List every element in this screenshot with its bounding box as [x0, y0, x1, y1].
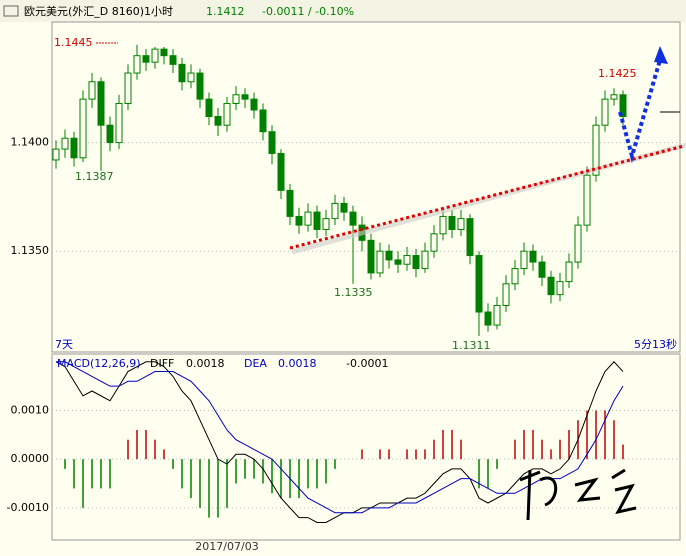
candle-body	[205, 98, 213, 118]
candle-body	[601, 98, 609, 126]
candle-body	[61, 137, 69, 150]
y-tick-label: 1.1400	[11, 136, 50, 149]
legend-diff: DIFF	[150, 357, 174, 370]
candle-body	[241, 94, 249, 100]
candle-body	[565, 261, 573, 283]
candle-body	[151, 48, 159, 63]
candle-body	[196, 72, 204, 100]
y-tick-label: 0.0000	[11, 452, 50, 465]
annotation: 1.1387	[75, 170, 114, 183]
candle-body	[232, 94, 240, 104]
header-price: 1.1412	[206, 5, 245, 18]
macd-panel	[51, 353, 681, 541]
arrow-head	[654, 46, 668, 64]
candle-body	[457, 218, 465, 230]
y-tick-label: 0.0010	[11, 403, 50, 416]
candle-body	[223, 102, 231, 126]
y-tick-label: -0.0010	[7, 501, 49, 514]
macd-title: MACD(12,26,9)	[57, 357, 141, 370]
signature	[519, 468, 637, 521]
candle-body	[124, 72, 132, 104]
candle-body	[475, 255, 483, 313]
menu-icon[interactable]	[3, 5, 19, 17]
candle-body	[160, 48, 168, 57]
header-change: -0.0011 / -0.10%	[262, 5, 354, 18]
candle-body	[511, 268, 519, 285]
candle-body	[115, 102, 123, 144]
candle-body	[547, 276, 555, 296]
candle-body	[349, 211, 357, 226]
header-bar	[0, 0, 686, 22]
candle-body	[430, 233, 438, 252]
candle-body	[520, 250, 528, 270]
candle-body	[187, 72, 195, 83]
candle-body	[70, 137, 78, 159]
candle-body	[484, 311, 492, 326]
candle-body	[439, 215, 447, 235]
trendline-shadow	[291, 142, 686, 255]
candle-body	[376, 250, 384, 274]
candle-body	[403, 255, 411, 265]
candle-body	[367, 239, 375, 274]
candle-body	[556, 281, 564, 296]
x-tick-label: 2017/07/03	[195, 540, 258, 553]
candle-body	[610, 94, 618, 100]
candle-body	[340, 202, 348, 213]
candle-body	[106, 124, 114, 144]
candle-body	[448, 215, 456, 230]
candle-body	[466, 218, 474, 257]
candle-body	[178, 63, 186, 83]
candle-body	[277, 152, 285, 191]
candle-body	[421, 250, 429, 270]
header-title: 欧元美元(外汇_D 8160)1小时	[24, 5, 173, 18]
y-tick-label: 1.1350	[11, 244, 50, 257]
annotation: 1.1311	[452, 339, 491, 352]
candle-body	[493, 305, 501, 326]
legend-macd-value: -0.0001	[346, 357, 388, 370]
candle-body	[169, 55, 177, 65]
candle-body	[538, 261, 546, 278]
legend-dea-value: 0.0018	[278, 357, 317, 370]
candle-body	[412, 255, 420, 270]
candle-body	[214, 116, 222, 126]
trendline	[289, 144, 685, 250]
candle-body	[79, 98, 87, 159]
candle-body	[286, 189, 294, 217]
candle-body	[385, 250, 393, 261]
candle-body	[394, 259, 402, 265]
main-panel	[51, 21, 681, 353]
annotation: 1.1445	[54, 36, 93, 49]
candle-body	[268, 131, 276, 154]
candle-body	[250, 98, 258, 111]
candle-body	[574, 224, 582, 263]
candle-body	[313, 211, 321, 230]
candle-body	[331, 202, 339, 220]
candle-body	[52, 148, 60, 161]
candle-body	[502, 283, 510, 307]
candle-body	[259, 109, 267, 133]
candle-body	[142, 55, 150, 63]
candle-body	[592, 124, 600, 176]
timer-label: 5分13秒	[634, 337, 677, 351]
legend-dea: DEA	[244, 357, 267, 370]
candle-body	[133, 55, 141, 74]
candle-body	[97, 81, 105, 126]
candle-body	[322, 218, 330, 230]
legend-diff-value: 0.0018	[186, 357, 225, 370]
candle-body	[583, 174, 591, 226]
period-label: 7天	[55, 338, 73, 351]
candle-body	[295, 215, 303, 226]
candle-body	[619, 94, 627, 118]
annotation: 1.1425	[598, 67, 637, 80]
candle-body	[88, 81, 96, 100]
candle-body	[304, 211, 312, 226]
forecast-arrow	[618, 59, 662, 164]
annotation: 1.1335	[334, 286, 373, 299]
candle-body	[529, 250, 537, 263]
